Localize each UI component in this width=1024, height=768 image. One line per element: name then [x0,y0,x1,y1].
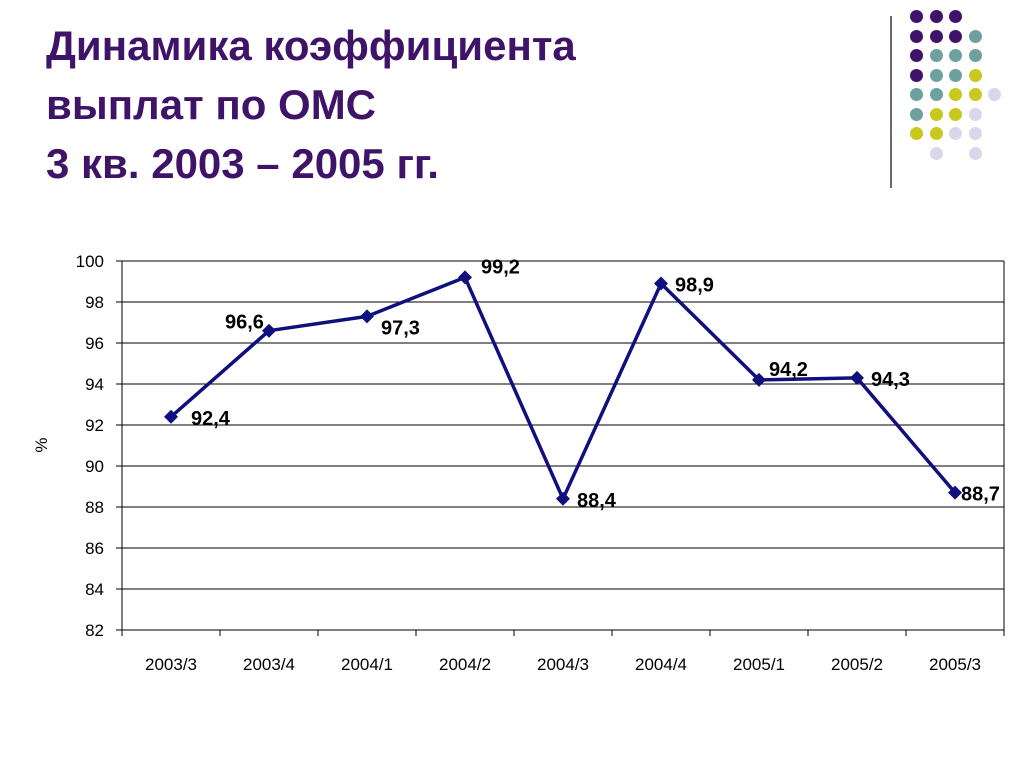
decorative-dot [949,107,962,121]
decorative-dot [968,127,982,140]
decorative-dot [968,146,982,160]
x-tick-label: 2005/1 [733,655,785,674]
data-label: 94,3 [871,369,910,391]
decorative-dot [968,29,982,43]
x-tick-label: 2004/2 [439,655,491,674]
title-line-3: 3 кв. 2003 – 2005 гг. [46,140,439,187]
decorative-dot [968,88,982,101]
slide-title: Динамика коэффициента выплат по ОМС 3 кв… [46,16,846,193]
decorative-dot [949,68,962,82]
decorative-dot-pattern [900,10,1010,170]
decorative-divider [890,16,892,188]
data-point-marker [360,309,374,324]
y-tick-label: 88 [85,498,104,517]
title-line-2: выплат по ОМС [46,81,377,128]
decorative-dot [910,49,923,62]
decorative-dot [968,107,982,121]
decorative-dot [949,10,962,23]
data-point-marker [164,409,178,424]
x-tick-label: 2004/4 [635,655,687,674]
data-point-marker [948,485,962,500]
data-point-marker [458,270,472,285]
data-label: 88,4 [577,490,617,512]
decorative-dot [988,88,1001,101]
decorative-dot [910,10,923,23]
x-tick-label: 2003/4 [243,655,295,674]
x-tick-label: 2005/2 [831,655,883,674]
data-label: 99,2 [481,256,520,278]
decorative-dot [929,49,943,62]
y-tick-label: 94 [85,375,104,394]
decorative-dot [949,29,962,43]
x-tick-label: 2004/1 [341,655,393,674]
data-point-marker [556,491,570,506]
y-tick-label: 100 [76,252,104,271]
x-tick-label: 2003/3 [145,655,197,674]
decorative-dot [929,146,943,160]
decorative-dot [929,68,943,82]
data-label: 98,9 [675,275,714,297]
y-tick-label: 86 [85,539,104,558]
decorative-dot [910,127,923,140]
decorative-dot [910,68,923,82]
data-point-marker [752,372,766,387]
decorative-dot [929,29,943,43]
y-tick-label: 84 [85,580,104,599]
decorative-dot [929,10,943,23]
x-tick-label: 2005/3 [929,655,981,674]
data-label: 97,3 [381,317,420,339]
data-point-marker [654,276,668,291]
decorative-dot [968,68,982,82]
data-label: 96,6 [225,312,264,334]
decorative-dot [910,88,923,101]
decorative-dot [929,127,943,140]
title-line-1: Динамика коэффициента [46,22,576,69]
y-axis-label: % [32,437,51,452]
y-tick-label: 90 [85,457,104,476]
decorative-dot [949,88,962,101]
y-tick-label: 92 [85,416,104,435]
decorative-dot [949,127,962,140]
decorative-dot [910,107,923,121]
decorative-dot [949,49,962,62]
data-point-marker [850,370,864,385]
decorative-dot [929,88,943,101]
y-tick-label: 98 [85,293,104,312]
decorative-dot [929,107,943,121]
data-label: 94,2 [769,359,808,381]
data-label: 88,7 [961,484,1000,506]
decorative-dot [968,49,982,62]
y-tick-label: 96 [85,334,104,353]
y-tick-label: 82 [85,621,104,640]
data-label: 92,4 [191,408,231,430]
x-tick-label: 2004/3 [537,655,589,674]
data-point-marker [262,323,276,338]
decorative-dot [910,29,923,43]
